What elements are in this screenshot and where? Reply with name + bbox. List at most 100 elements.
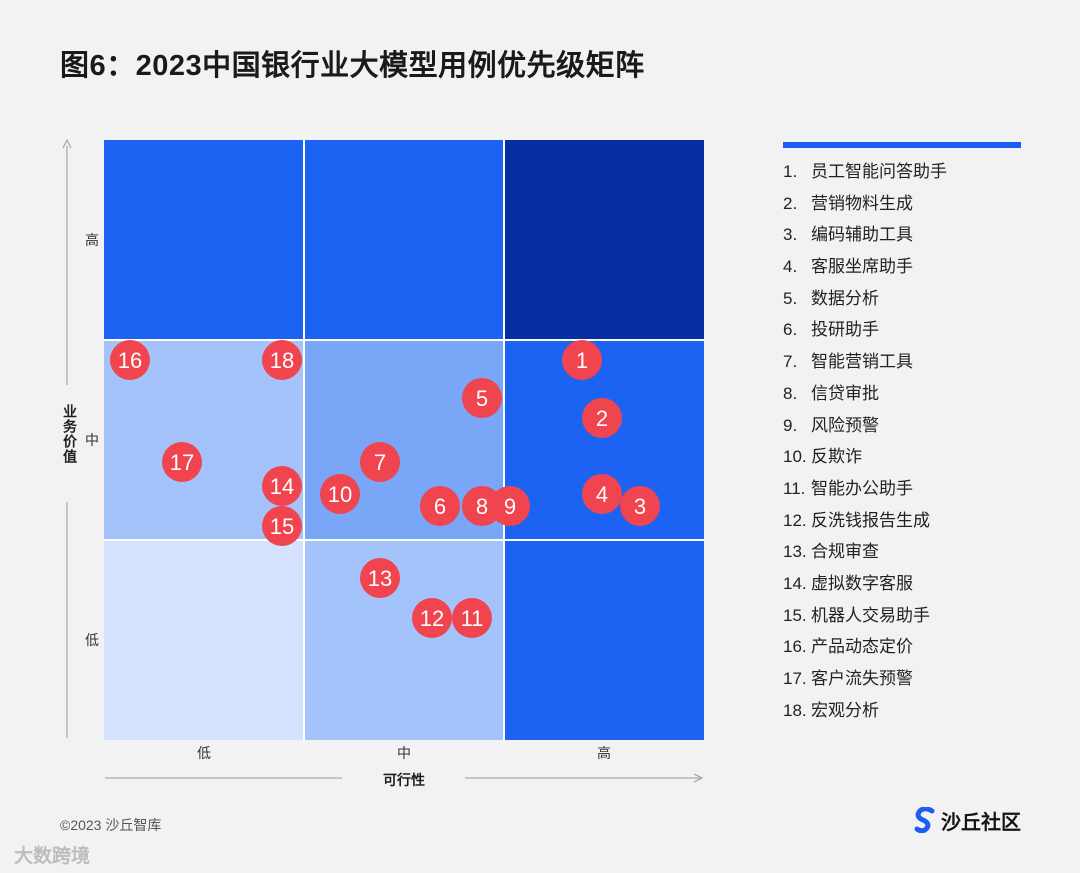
use-case-marker (452, 598, 492, 638)
legend-item-number: 1. (783, 162, 798, 181)
use-case-marker (562, 340, 602, 380)
legend-item: 7. 智能营销工具 (783, 350, 947, 382)
y-axis-title: 业务价值 (62, 404, 78, 464)
legend-item: 12. 反洗钱报告生成 (783, 509, 947, 541)
legend-item: 15. 机器人交易助手 (783, 604, 947, 636)
legend-item-number: 3. (783, 225, 798, 245)
legend-item-number: 2. (783, 193, 798, 213)
use-case-marker (320, 474, 360, 514)
matrix-cell-mid-low (304, 540, 504, 740)
legend-item-label: 营销物料生成 (811, 193, 913, 213)
legend-item: 16. 产品动态定价 (783, 635, 947, 667)
legend-item-label: 产品动态定价 (811, 637, 913, 657)
use-case-marker-label: 2 (596, 406, 608, 431)
y-tick-label: 高 (85, 232, 99, 248)
use-case-marker-label: 12 (420, 606, 444, 631)
use-case-marker-label: 10 (328, 482, 352, 507)
use-case-marker (262, 466, 302, 506)
use-case-marker (360, 558, 400, 598)
legend-item-label: 机器人交易助手 (811, 605, 930, 625)
use-case-marker-label: 18 (270, 348, 294, 373)
legend-item-label: 信贷审批 (811, 383, 879, 403)
legend-item-label: 数据分析 (811, 288, 879, 308)
use-case-marker (490, 486, 530, 526)
legend-item-label: 合规审查 (811, 542, 879, 562)
use-case-marker-label: 4 (596, 482, 608, 507)
legend-item-number: 9. (783, 415, 798, 435)
legend-item: 8. 信贷审批 (783, 382, 947, 414)
use-case-marker-label: 17 (170, 450, 194, 475)
legend-item-label: 反欺诈 (811, 447, 862, 467)
use-case-marker (412, 598, 452, 638)
legend-item-label: 客户流失预警 (811, 669, 913, 688)
brand-name: 沙丘社区 (941, 811, 1021, 834)
use-case-marker-label: 7 (374, 450, 386, 475)
use-case-marker-label: 5 (476, 386, 488, 411)
matrix-cell-high-high (504, 140, 704, 340)
x-tick-label: 高 (597, 745, 611, 761)
use-case-marker-label: 14 (270, 474, 294, 499)
use-case-marker (462, 486, 502, 526)
legend-item: 13. 合规审查 (783, 540, 947, 572)
legend-item-label: 客服坐席助手 (811, 257, 913, 277)
use-case-marker-label: 13 (368, 566, 392, 591)
legend-item-label: 编码辅助工具 (811, 225, 913, 245)
legend-item-number: 17. (783, 669, 807, 688)
watermark-text: 大数跨境 (14, 846, 91, 867)
legend-item-number: 13. (783, 542, 807, 562)
use-case-marker (162, 442, 202, 482)
chart-title: 图6：2023中国银行业大模型用例优先级矩阵 (60, 50, 645, 82)
matrix-cell-high-low (504, 540, 704, 740)
matrix-cell-low-low (104, 540, 304, 740)
use-case-marker (360, 442, 400, 482)
legend-item: 6. 投研助手 (783, 318, 947, 350)
legend-item: 10. 反欺诈 (783, 445, 947, 477)
legend-item-number: 4. (783, 257, 798, 277)
y-tick-label: 中 (85, 432, 99, 448)
use-case-marker-label: 11 (461, 606, 484, 631)
use-case-marker-label: 3 (634, 494, 646, 519)
use-case-legend: 1. 员工智能问答助手 2. 营销物料生成 3. 编码辅助工具 4. 客服坐席助手 5. 数据分析… (783, 160, 947, 730)
legend-item-number: 5. (783, 288, 798, 308)
use-case-marker-label: 1 (576, 348, 588, 373)
use-case-marker-label: 6 (434, 494, 446, 519)
use-case-marker-label: 9 (504, 494, 516, 519)
x-tick-label: 低 (197, 745, 211, 761)
legend-item-label: 反洗钱报告生成 (811, 510, 930, 530)
legend-item: 18. 宏观分析 (783, 699, 947, 731)
use-case-marker-label: 8 (476, 494, 488, 519)
x-axis-arrow (693, 773, 704, 783)
copyright-text: ©2023 沙丘智库 (60, 817, 162, 833)
use-case-marker (582, 398, 622, 438)
legend-item: 5. 数据分析 (783, 287, 947, 319)
use-case-marker (262, 506, 302, 546)
legend-accent-bar (783, 142, 1021, 148)
y-axis-arrow (62, 138, 72, 149)
legend-item: 1. 员工智能问答助手 (783, 160, 947, 192)
use-case-marker-label: 16 (118, 348, 142, 373)
legend-item-number: 11. (783, 478, 806, 498)
legend-item-number: 15. (783, 605, 807, 625)
legend-item: 11. 智能办公助手 (783, 477, 947, 509)
legend-item-number: 8. (783, 383, 798, 403)
use-case-marker (420, 486, 460, 526)
legend-item: 17. 客户流失预警 (783, 667, 947, 699)
x-axis-title: 可行性 (383, 772, 425, 788)
legend-item-number: 7. (783, 352, 798, 372)
legend-item: 4. 客服坐席助手 (783, 255, 947, 287)
legend-item-number: 18. (783, 700, 807, 720)
legend-item-number: 14. (783, 573, 807, 593)
use-case-marker (262, 340, 302, 380)
use-case-marker (110, 340, 150, 380)
legend-item-label: 宏观分析 (811, 700, 879, 720)
use-case-marker (582, 474, 622, 514)
brand-logo-block: 沙丘社区 (914, 806, 1021, 834)
legend-item-number: 6. (783, 320, 798, 340)
matrix-cell-low-high (104, 140, 304, 340)
legend-item-number: 10. (783, 447, 807, 467)
legend-item-label: 虚拟数字客服 (811, 573, 913, 593)
brand-s-icon (914, 807, 935, 833)
y-tick-label: 低 (85, 632, 99, 648)
use-case-marker (620, 486, 660, 526)
